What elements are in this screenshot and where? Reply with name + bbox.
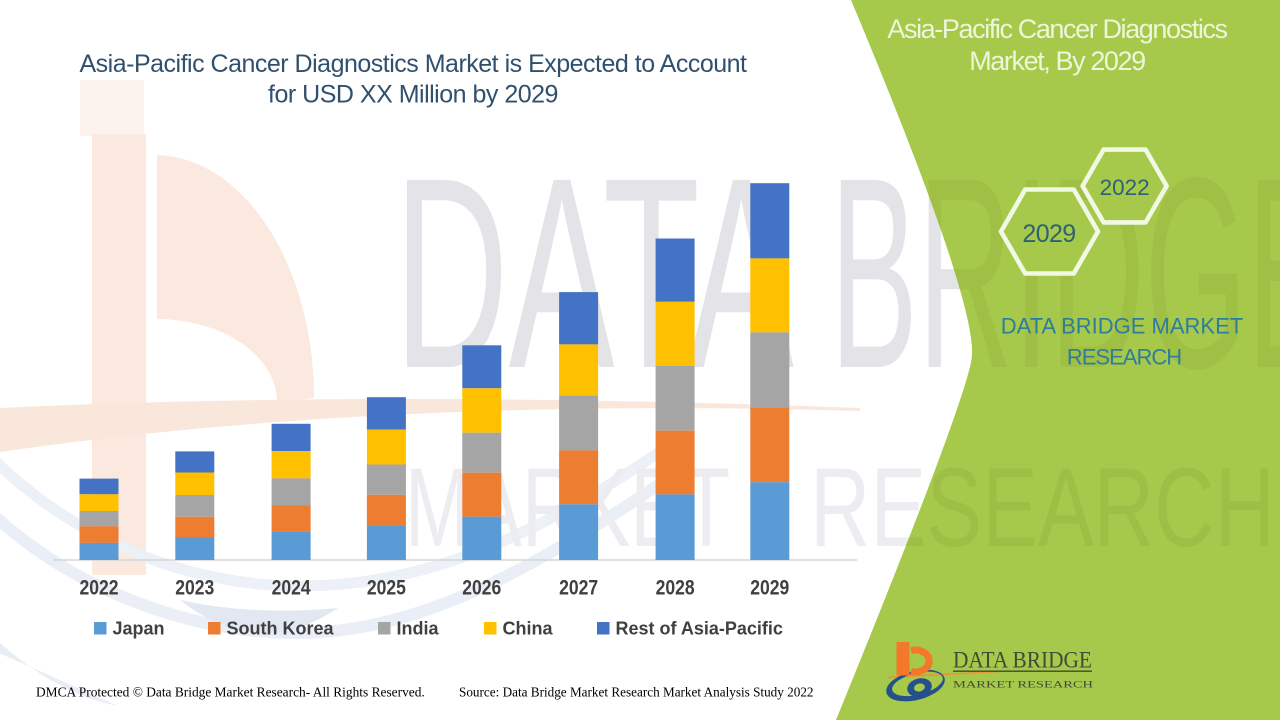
svg-text:India: India [397,619,440,639]
svg-text:2026: 2026 [462,577,501,600]
svg-text:2024: 2024 [272,577,311,600]
svg-text:MARKET RESEARCH: MARKET RESEARCH [953,680,1094,690]
svg-text:2028: 2028 [656,577,695,600]
svg-text:2029: 2029 [750,577,789,600]
svg-text:Japan: Japan [113,619,165,639]
svg-text:for USD XX Million by 2029: for USD XX Million by 2029 [268,80,558,108]
svg-text:Source: Data Bridge Market Res: Source: Data Bridge Market Research Mark… [459,685,814,700]
svg-text:Asia-Pacific Cancer Diagnostic: Asia-Pacific Cancer Diagnostics Market i… [79,50,747,78]
svg-text:2022: 2022 [1100,175,1150,200]
svg-text:2027: 2027 [559,577,598,600]
svg-text:Market, By 2029: Market, By 2029 [969,46,1145,76]
svg-text:DATA BRIDGE: DATA BRIDGE [953,648,1092,673]
svg-text:South Korea: South Korea [227,619,335,639]
svg-text:2025: 2025 [367,577,406,600]
svg-text:China: China [503,619,554,639]
svg-text:DMCA Protected © Data Bridge M: DMCA Protected © Data Bridge Market Rese… [36,685,425,700]
svg-text:Asia-Pacific Cancer Diagnostic: Asia-Pacific Cancer Diagnostics [887,14,1227,44]
svg-text:2022: 2022 [80,577,119,600]
svg-text:RESEARCH: RESEARCH [1067,345,1181,370]
svg-text:DATA BRIDGE MARKET: DATA BRIDGE MARKET [1001,314,1243,339]
svg-text:Rest of Asia-Pacific: Rest of Asia-Pacific [616,619,783,639]
svg-text:2029: 2029 [1022,220,1075,248]
svg-text:2023: 2023 [175,577,214,600]
